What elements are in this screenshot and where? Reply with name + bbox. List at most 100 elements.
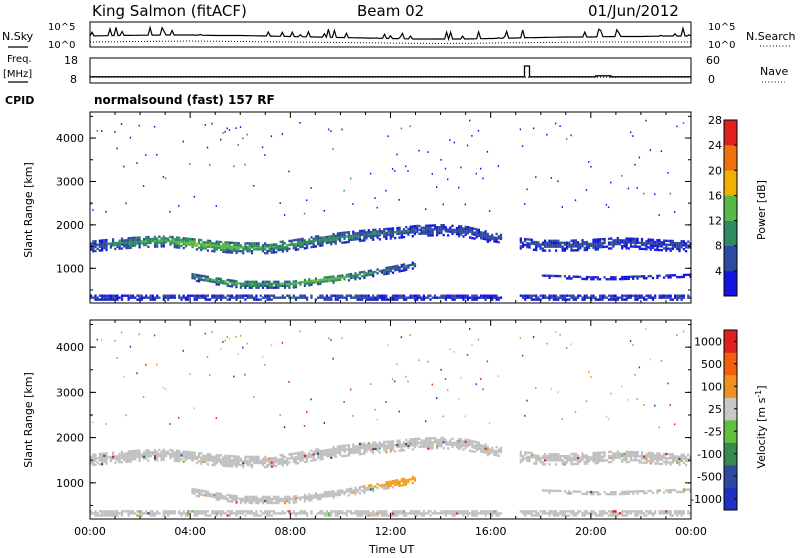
power-cell [676, 296, 679, 299]
velocity-cell [160, 452, 163, 456]
velocity-cell [537, 514, 540, 517]
velocity-cell [350, 449, 353, 453]
power-cell [189, 294, 192, 297]
velocity-cell [561, 461, 564, 464]
velocity-cell [654, 458, 657, 461]
velocity-cell [90, 455, 93, 459]
velocity-cell [418, 359, 420, 362]
power-cell [224, 241, 227, 244]
velocity-cell [557, 453, 560, 456]
power-cell [486, 296, 489, 299]
velocity-cell [389, 450, 392, 453]
power-cell [303, 247, 306, 250]
power-cell [585, 277, 588, 281]
velocity-cell [156, 454, 159, 458]
velocity-cell [372, 443, 375, 447]
power-cell [590, 165, 592, 168]
power-cell [272, 251, 276, 254]
velocity-cell [250, 495, 254, 499]
power-cell [647, 275, 650, 278]
velocity-cell [376, 443, 379, 446]
velocity-cell [656, 489, 659, 492]
velocity-cell [112, 512, 115, 515]
velocity-cell [358, 444, 361, 448]
power-cell [680, 244, 683, 247]
power-cell [206, 298, 209, 301]
velocity-cell [634, 514, 637, 517]
velocity-cell [599, 457, 602, 460]
velocity-cell [685, 455, 688, 459]
power-cell [497, 165, 500, 167]
velocity-cell [383, 444, 386, 448]
power-cell [475, 232, 478, 235]
power-cell [352, 238, 355, 241]
power-cell [588, 242, 591, 246]
power-bg [90, 112, 691, 303]
power-cell [387, 272, 390, 275]
velocity-cell [217, 510, 220, 513]
velocity-cell [222, 510, 225, 513]
velocity-cell [462, 444, 465, 447]
velocity-cell [112, 453, 115, 456]
velocity-cell [255, 501, 258, 505]
power-cell [621, 245, 624, 248]
velocity-cell [310, 494, 313, 498]
power-cell [374, 230, 377, 233]
velocity-cell [526, 459, 529, 462]
power-cell [676, 298, 679, 301]
power-cell [202, 294, 205, 297]
velocity-cell [475, 510, 478, 513]
power-cell [413, 227, 417, 230]
velocity-cell [92, 463, 95, 467]
power-cell [164, 296, 168, 299]
velocity-cell [669, 463, 672, 466]
velocity-cell [292, 510, 295, 513]
velocity-cell [647, 512, 650, 515]
power-cell [255, 248, 258, 251]
power-cell [449, 139, 451, 141]
velocity-cell [473, 512, 476, 515]
power-cell [184, 245, 187, 248]
velocity-cell [136, 451, 139, 455]
power-cell [680, 246, 683, 249]
velocity-cell [592, 456, 595, 459]
velocity-cell [440, 512, 443, 515]
power-cell [537, 296, 540, 299]
power-cell [376, 230, 379, 233]
velocity-cell [255, 510, 258, 513]
power-cell [226, 294, 229, 297]
power-cell [583, 294, 586, 297]
velocity-cell [235, 465, 238, 468]
velocity-cell [663, 512, 666, 515]
velocity-cell [332, 510, 335, 513]
velocity-cell [286, 463, 289, 466]
colorbar-swatch [724, 170, 737, 196]
power-cell [552, 296, 555, 299]
velocity-cell [389, 440, 392, 443]
velocity-cell [460, 512, 463, 515]
velocity-cell [429, 443, 432, 446]
velocity-cell [131, 454, 135, 457]
power-cell [321, 294, 324, 297]
velocity-cell [579, 460, 582, 463]
power-cell [383, 273, 386, 276]
power-cell [413, 294, 417, 297]
power-cell [147, 296, 150, 299]
power-cell [458, 186, 460, 189]
power-cell [548, 274, 551, 277]
power-cell [380, 230, 384, 233]
velocity-cell [374, 514, 377, 517]
velocity-cell [290, 512, 293, 515]
colorbar-tick-label: -100 [697, 448, 722, 461]
power-cell [312, 239, 315, 243]
power-cell [211, 122, 213, 125]
velocity-cell [244, 457, 247, 461]
power-cell [290, 243, 293, 246]
velocity-cell [524, 457, 527, 460]
velocity-cell [475, 445, 478, 448]
power-cell [114, 243, 117, 247]
power-cell [180, 240, 183, 244]
velocity-cell [420, 441, 423, 444]
power-cell [266, 249, 269, 253]
